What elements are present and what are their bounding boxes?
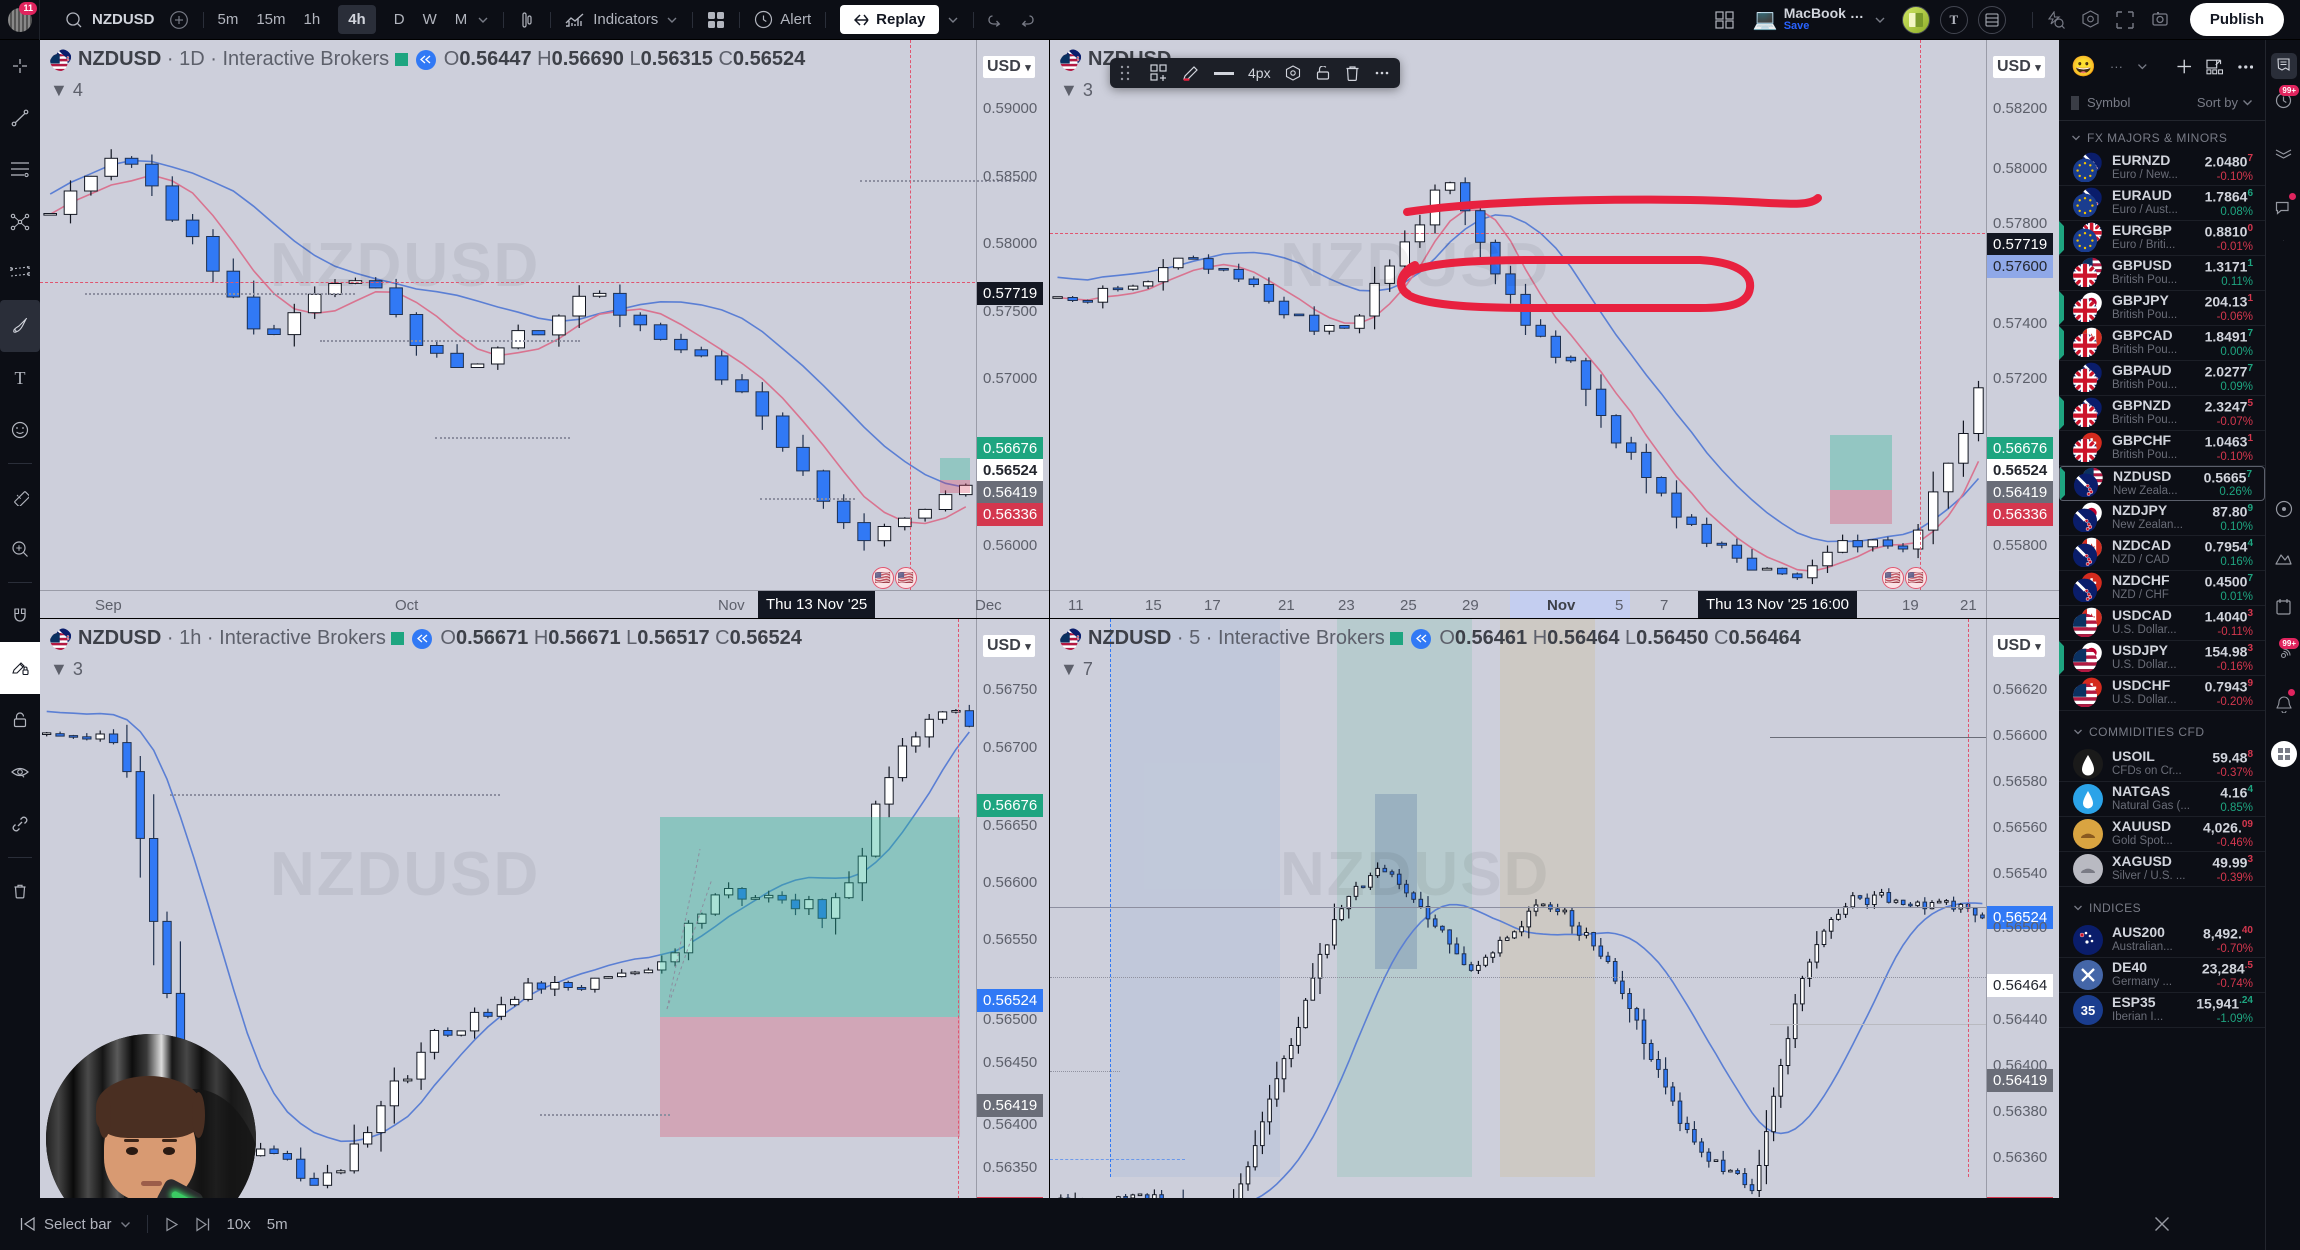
svg-text:35: 35 (2081, 1003, 2095, 1018)
